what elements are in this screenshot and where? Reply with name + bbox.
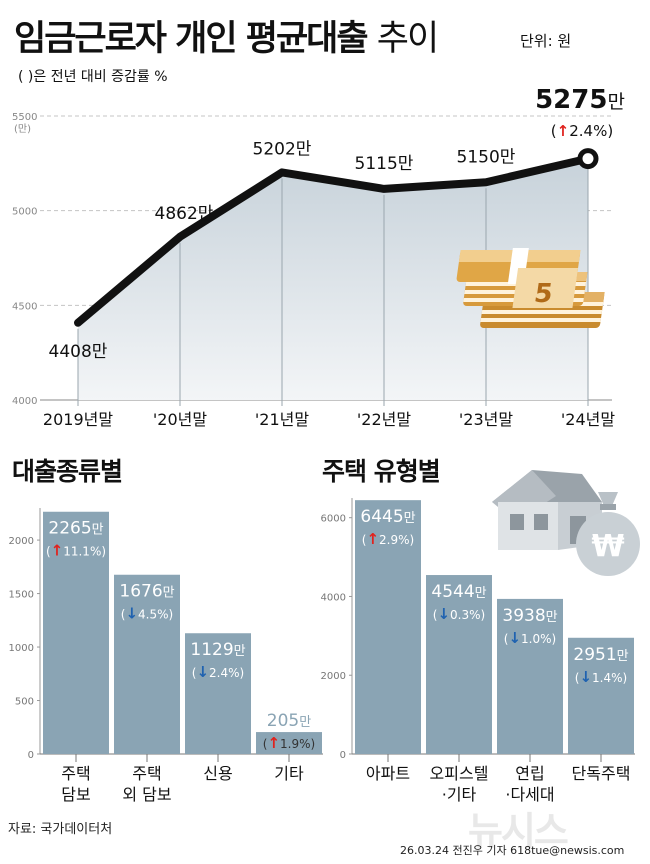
last-change-label: (↑2.4%) — [551, 122, 613, 140]
bar — [185, 633, 251, 754]
bar-value-label: 1676만 — [119, 582, 174, 602]
bar-value-label: 6445만 — [360, 507, 415, 527]
y-tick-label: 5500 — [12, 112, 37, 123]
housing-type-title: 주택 유형별 — [322, 457, 441, 486]
x-category-label: 기타 — [274, 764, 304, 783]
svg-text:₩: ₩ — [591, 529, 624, 564]
y-tick-label: 5000 — [12, 207, 37, 218]
bar-value-label: 3938만 — [502, 606, 557, 626]
watermark: 뉴시스 — [468, 809, 569, 853]
x-tick-label: '22년말 — [357, 410, 411, 429]
page-title-bold: 임금근로자 개인 평균대출 — [14, 19, 369, 59]
y-tick-label: 6000 — [321, 514, 346, 525]
line-chart: 5 4000 4500 5000 5500(만) 2019년말 '20년말 '21년말 '22… — [12, 85, 625, 429]
bar-change-label: (↓0.3%) — [433, 605, 485, 623]
bar — [497, 598, 563, 754]
x-tick-label: '21년말 — [255, 410, 309, 429]
bar-change-label: (↑1.9%) — [263, 734, 315, 752]
x-category-label: 아파트 — [366, 764, 410, 783]
x-category-label: 외 담보 — [122, 785, 171, 804]
line-series — [74, 154, 592, 327]
point-value-label: 5202만 — [253, 139, 312, 159]
bar-change-label: (↓2.4%) — [192, 663, 244, 681]
x-category-label: 담보 — [61, 785, 90, 804]
bar-value-label: 2951만 — [573, 645, 628, 665]
bar — [568, 637, 634, 754]
loan-type-title: 대출종류별 — [12, 457, 123, 486]
x-category-label: 신용 — [203, 764, 232, 783]
x-category-label: 주택 — [61, 764, 90, 783]
x-tick-label: '20년말 — [153, 410, 207, 429]
x-tick-label: 2019년말 — [43, 410, 113, 429]
point-value-label: 4862만 — [155, 204, 214, 224]
x-tick-label: '24년말 — [561, 410, 615, 429]
bar-change-label: (↓1.0%) — [504, 629, 556, 647]
money-bag-icon: ₩ — [576, 492, 640, 576]
source-note: 자료: 국가데이터처 — [8, 822, 113, 837]
y-tick-label: 0 — [340, 750, 346, 761]
svg-text:5: 5 — [532, 279, 554, 309]
bar — [426, 575, 492, 754]
point-value-label: 5150만 — [457, 147, 516, 167]
y-tick-label: 1500 — [9, 590, 34, 601]
bar — [114, 574, 180, 754]
housing-type-bar-chart: 0 2000 4000 6000 6445만 (↑2.9%) 아파트 4544만 (↓0.3%)… — [321, 498, 635, 804]
change-note: ( )은 전년 대비 증감률 % — [18, 69, 168, 85]
y-tick-label: 2000 — [9, 536, 34, 547]
x-category-label: 오피스텔 — [430, 764, 489, 783]
bar-value-label: 4544만 — [431, 582, 486, 602]
x-category-label: 단독주택 — [572, 764, 631, 783]
page-title: 임금근로자 개인 평균대출 추이 — [14, 10, 439, 61]
x-category-label: ·기타 — [442, 785, 477, 804]
last-value-label: 5275만 — [535, 85, 625, 115]
x-category-label: ·다세대 — [505, 785, 554, 804]
house-icon — [492, 470, 602, 550]
x-category-label: 주택 — [132, 764, 161, 783]
credit-line: 26.03.24 전진우 기자 618tue@newsis.com — [400, 844, 625, 857]
bar-change-label: (↑2.9%) — [362, 530, 414, 548]
bar-value-label: 205만 — [267, 711, 311, 731]
y-tick-label: 4000 — [321, 592, 346, 603]
y-tick-label: 4000 — [12, 396, 37, 407]
bar-change-label: (↑11.1%) — [46, 542, 106, 560]
y-unit-label: (만) — [14, 123, 31, 135]
y-tick-label: 4500 — [12, 301, 37, 312]
bar — [43, 511, 109, 754]
point-value-label: 5115만 — [355, 154, 414, 174]
y-tick-label: 1000 — [9, 643, 34, 654]
x-tick-label: '23년말 — [459, 410, 513, 429]
bar-value-label: 1129만 — [190, 640, 245, 660]
line-area — [78, 158, 588, 400]
page-title-light: 추이 — [376, 19, 439, 59]
y-tick-label: 2000 — [321, 671, 346, 682]
last-point-marker — [577, 148, 599, 170]
bar-change-label: (↓4.5%) — [121, 605, 173, 623]
money-stack-icon: 5 — [456, 248, 605, 328]
x-category-label: 연립 — [515, 764, 544, 783]
bar-value-label: 2265만 — [48, 519, 103, 539]
bar — [355, 500, 421, 754]
bar-change-label: (↓1.4%) — [575, 668, 627, 686]
bar — [256, 732, 322, 754]
y-tick-label: 500 — [15, 697, 34, 708]
y-tick-label: 0 — [28, 750, 34, 761]
unit-label: 단위: 원 — [520, 32, 572, 50]
point-value-label: 4408만 — [49, 342, 108, 362]
